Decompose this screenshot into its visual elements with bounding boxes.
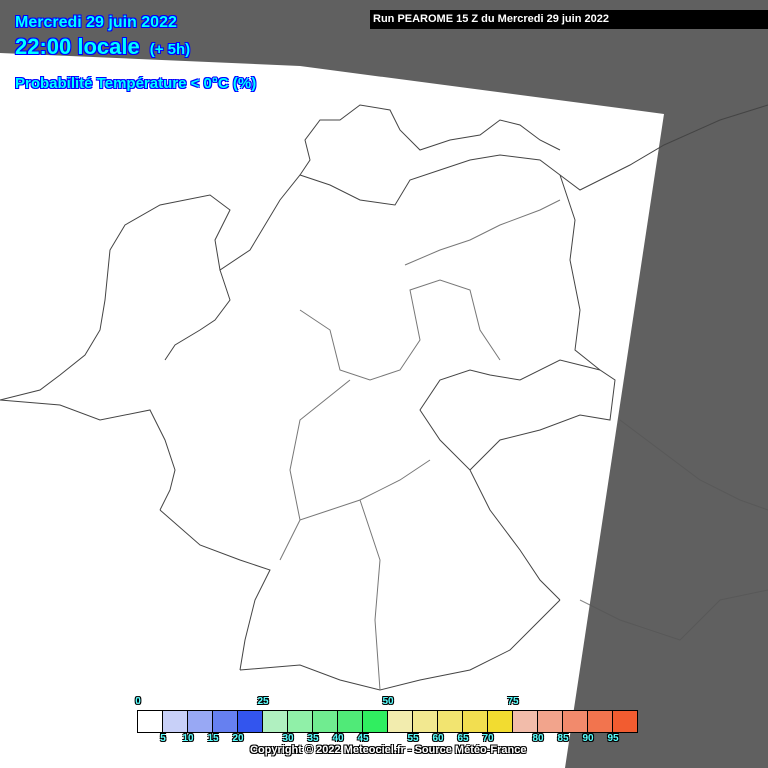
outer-borders — [579, 419, 768, 641]
legend-swatch — [513, 711, 538, 732]
legend-swatch — [263, 711, 288, 732]
border-czech — [419, 359, 616, 601]
legend-swatch — [163, 711, 188, 732]
forecast-time: 22:00 locale (+ 5h) — [15, 34, 190, 60]
legend-minor-label: 55 — [407, 733, 419, 744]
legend-swatch — [138, 711, 163, 732]
legend-swatch — [463, 711, 488, 732]
legend-minor-label: 10 — [182, 733, 194, 744]
forecast-offset: (+ 5h) — [149, 41, 191, 58]
forecast-date: Mercredi 29 juin 2022 — [15, 14, 177, 31]
color-legend — [137, 710, 638, 733]
legend-swatch — [288, 711, 313, 732]
legend-major-label: 0 — [135, 696, 141, 707]
legend-minor-label: 40 — [332, 733, 344, 744]
legend-swatch — [413, 711, 438, 732]
legend-swatch — [363, 711, 388, 732]
legend-swatch — [188, 711, 213, 732]
coastlines-borders — [0, 104, 768, 691]
legend-swatch — [388, 711, 413, 732]
legend-minor-label: 85 — [557, 733, 569, 744]
legend-major-label: 25 — [257, 696, 269, 707]
legend-minor-label: 45 — [357, 733, 369, 744]
legend-minor-label: 60 — [432, 733, 444, 744]
legend-minor-label: 95 — [607, 733, 619, 744]
legend-minor-label: 70 — [482, 733, 494, 744]
legend-minor-label: 15 — [207, 733, 219, 744]
model-domain — [0, 53, 664, 768]
legend-swatch — [613, 711, 637, 732]
legend-minor-label: 90 — [582, 733, 594, 744]
parameter-title: Probabilité Température < 0°C (%) — [15, 75, 257, 92]
border-poland — [559, 174, 601, 371]
legend-swatch — [563, 711, 588, 732]
border-netherlands-germany — [164, 269, 231, 361]
legend-swatch — [313, 711, 338, 732]
legend-minor-label: 80 — [532, 733, 544, 744]
legend-minor-label: 5 — [160, 733, 166, 744]
legend-swatch — [488, 711, 513, 732]
legend-swatch — [588, 711, 613, 732]
copyright: Copyright © 2022 Meteociel.fr - Source M… — [250, 744, 527, 756]
border-france-germany — [159, 509, 271, 671]
run-info-bar: Run PEAROME 15 Z du Mercredi 29 juin 202… — [370, 10, 768, 29]
coastline-baltic — [299, 104, 561, 176]
legend-swatch — [438, 711, 463, 732]
legend-minor-label: 65 — [457, 733, 469, 744]
state-borders — [279, 199, 561, 691]
legend-minor-label: 30 — [282, 733, 294, 744]
legend-swatch — [338, 711, 363, 732]
legend-swatch — [538, 711, 563, 732]
legend-swatch — [238, 711, 263, 732]
legend-minor-label: 35 — [307, 733, 319, 744]
legend-major-label: 50 — [382, 696, 394, 707]
forecast-hour: 22:00 locale — [15, 34, 140, 59]
border-switzerland-austria — [239, 599, 561, 691]
legend-minor-label: 20 — [232, 733, 244, 744]
border-belgium — [0, 399, 176, 511]
legend-major-label: 75 — [507, 696, 519, 707]
legend-swatch — [213, 711, 238, 732]
